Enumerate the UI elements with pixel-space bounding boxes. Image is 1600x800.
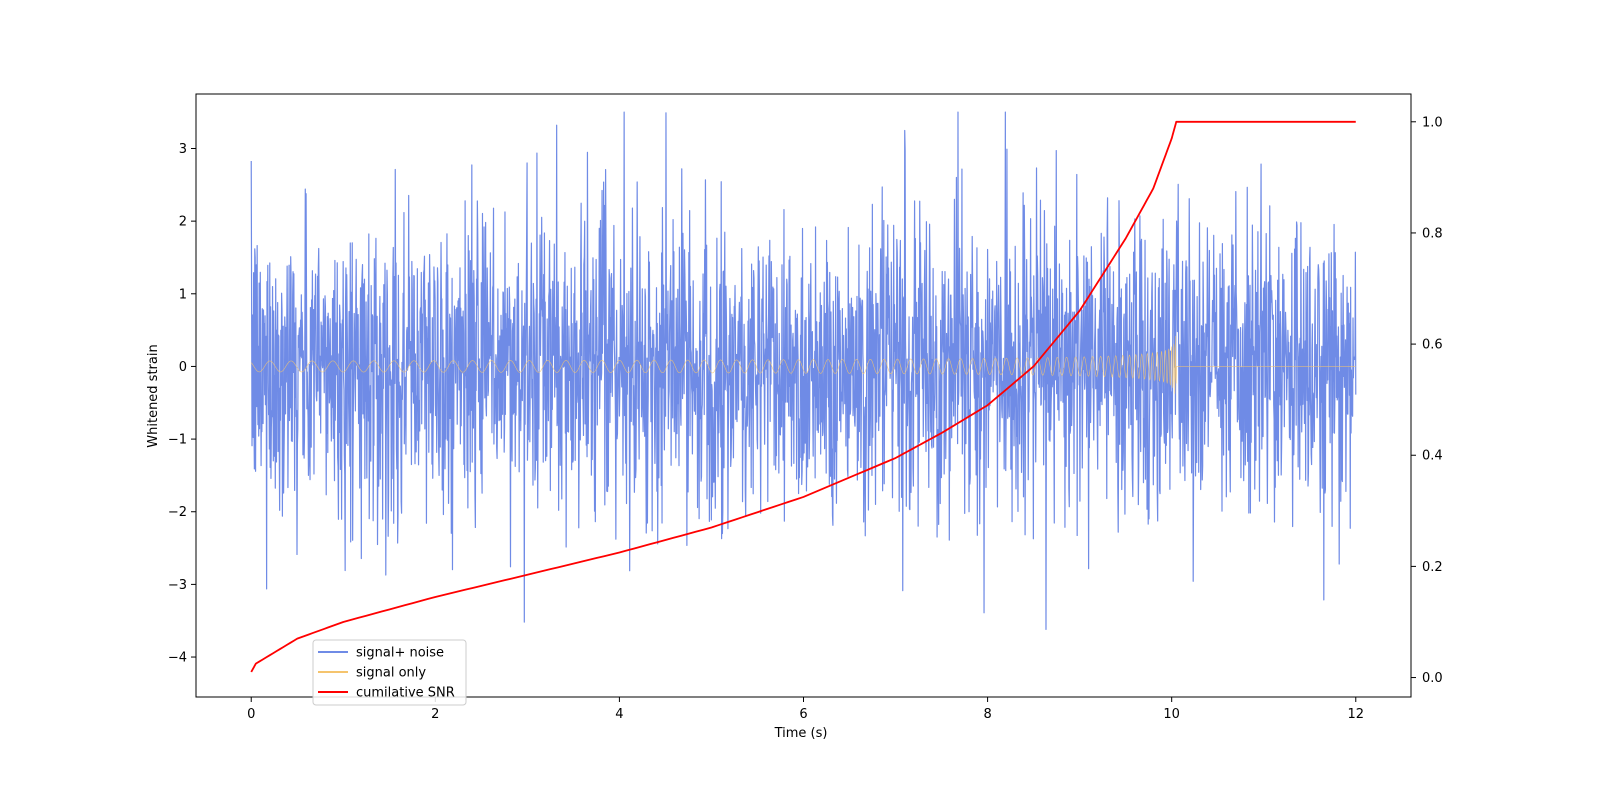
legend: signal+ noise signal only cumilative SNR — [312, 639, 467, 706]
y-tick-label: −2 — [168, 505, 187, 520]
series-line-signal-plus-noise — [250, 111, 1357, 630]
legend-label-signal-plus-noise: signal+ noise — [356, 646, 444, 661]
x-tick-label: 6 — [799, 707, 807, 722]
y-tick-label: 1 — [179, 287, 187, 302]
y2-tick-label: 0.0 — [1422, 671, 1443, 686]
x-tick-label: 0 — [247, 707, 255, 722]
series-layer — [250, 111, 1357, 673]
x-axis-label: Time (s) — [774, 726, 828, 741]
y2-tick-label: 0.6 — [1422, 338, 1443, 353]
x-tick-label: 12 — [1347, 707, 1364, 722]
x-tick-label: 2 — [431, 707, 439, 722]
x-tick-label: 8 — [983, 707, 991, 722]
y2-tick-label: 1.0 — [1422, 115, 1443, 130]
y-axis-left: −4 −3 −2 −1 0 1 2 3 — [168, 142, 196, 666]
y-tick-label: −1 — [168, 433, 187, 448]
y-tick-label: −4 — [168, 651, 187, 666]
legend-label-cumulative-snr: cumilative SNR — [356, 686, 455, 701]
y-axis-right: 0.0 0.2 0.4 0.6 0.8 1.0 — [1411, 115, 1443, 686]
y-tick-label: 0 — [179, 360, 187, 375]
y-tick-label: −3 — [168, 578, 187, 593]
series-line-signal-only — [250, 335, 1356, 394]
series-line-cumulative-snr — [250, 120, 1356, 673]
legend-label-signal-only: signal only — [356, 666, 426, 681]
y2-tick-label: 0.4 — [1422, 449, 1443, 464]
y-axis-label: Whitened strain — [146, 344, 161, 447]
y2-tick-label: 0.8 — [1422, 226, 1443, 241]
y-tick-label: 2 — [179, 215, 187, 230]
x-tick-label: 10 — [1163, 707, 1180, 722]
y2-tick-label: 0.2 — [1422, 560, 1443, 575]
y-tick-label: 3 — [179, 142, 187, 157]
legend-box — [312, 639, 467, 706]
x-tick-label: 4 — [615, 707, 623, 722]
